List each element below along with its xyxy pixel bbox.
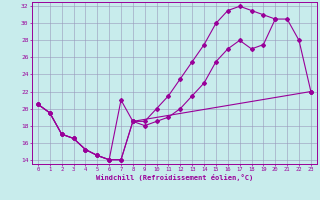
X-axis label: Windchill (Refroidissement éolien,°C): Windchill (Refroidissement éolien,°C)	[96, 174, 253, 181]
